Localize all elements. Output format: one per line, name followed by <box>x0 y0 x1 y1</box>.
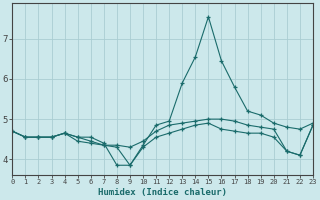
X-axis label: Humidex (Indice chaleur): Humidex (Indice chaleur) <box>98 188 227 197</box>
